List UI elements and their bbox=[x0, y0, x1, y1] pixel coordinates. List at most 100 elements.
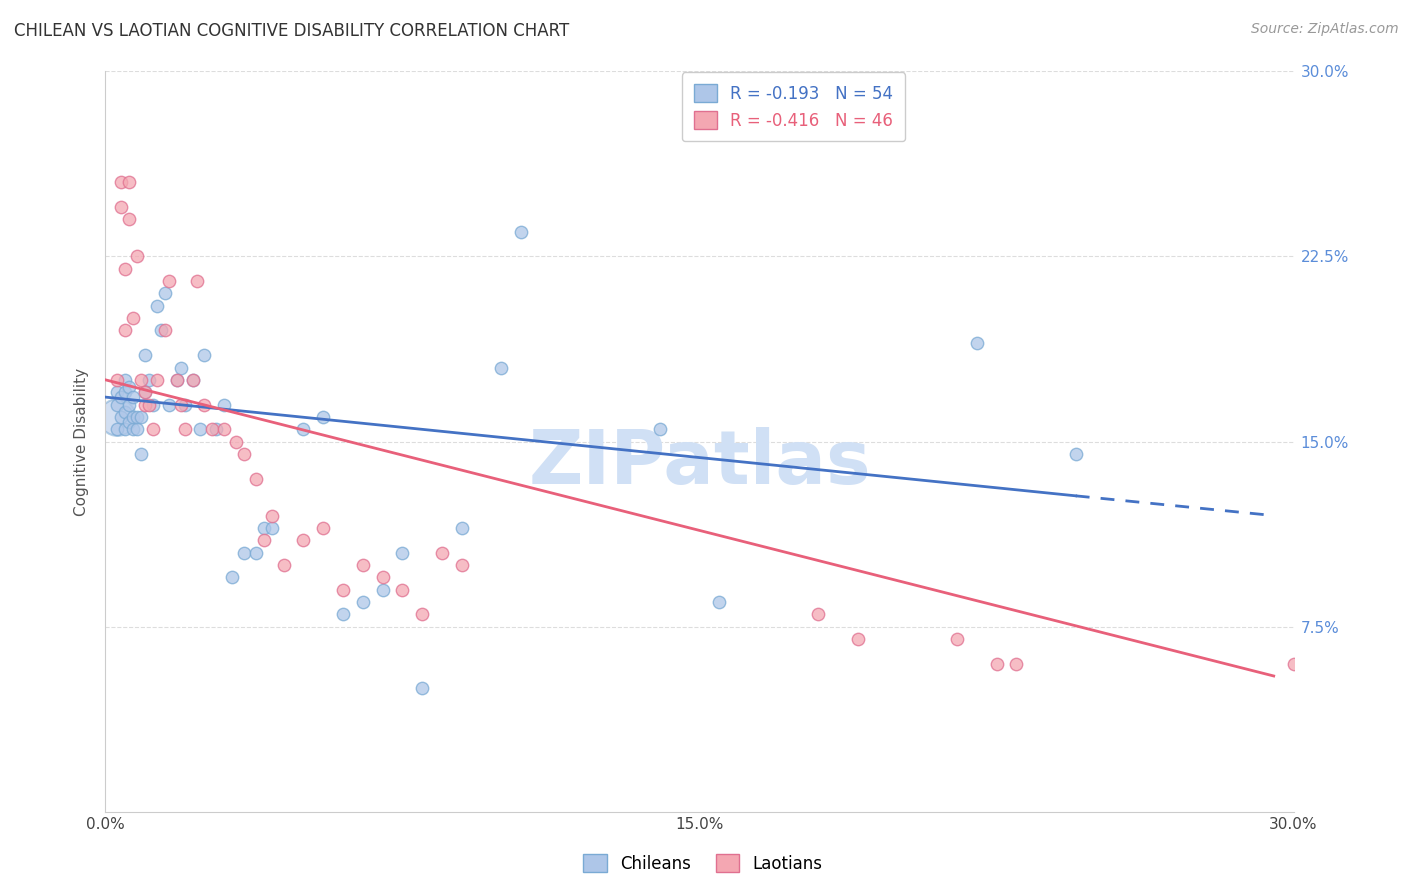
Point bbox=[110, 200, 132, 214]
Point bbox=[260, 521, 283, 535]
Point bbox=[332, 582, 354, 597]
Point bbox=[245, 546, 267, 560]
Point bbox=[411, 681, 433, 696]
Point bbox=[105, 409, 128, 424]
Point bbox=[142, 397, 165, 411]
Point bbox=[181, 373, 204, 387]
Point bbox=[173, 422, 195, 436]
Point bbox=[153, 324, 176, 338]
Point bbox=[332, 607, 354, 622]
Point bbox=[153, 286, 176, 301]
Point bbox=[127, 422, 149, 436]
Point bbox=[134, 397, 156, 411]
Point bbox=[233, 546, 256, 560]
Point bbox=[273, 558, 295, 572]
Point bbox=[709, 595, 731, 609]
Legend: Chileans, Laotians: Chileans, Laotians bbox=[576, 847, 830, 880]
Point bbox=[157, 274, 180, 288]
Legend: R = -0.193   N = 54, R = -0.416   N = 46: R = -0.193 N = 54, R = -0.416 N = 46 bbox=[682, 72, 905, 141]
Point bbox=[146, 299, 169, 313]
Point bbox=[312, 521, 335, 535]
Point bbox=[986, 657, 1008, 671]
Point bbox=[292, 422, 315, 436]
Point bbox=[312, 409, 335, 424]
Point bbox=[430, 546, 453, 560]
Point bbox=[186, 274, 208, 288]
Point bbox=[181, 373, 204, 387]
Point bbox=[292, 533, 315, 548]
Point bbox=[142, 422, 165, 436]
Point bbox=[1064, 447, 1087, 461]
Point bbox=[118, 212, 141, 227]
Point bbox=[510, 225, 533, 239]
Point bbox=[491, 360, 513, 375]
Point bbox=[260, 508, 283, 523]
Point bbox=[1005, 657, 1028, 671]
Point bbox=[648, 422, 671, 436]
Point bbox=[129, 373, 152, 387]
Point bbox=[127, 249, 149, 264]
Point bbox=[118, 380, 141, 394]
Point bbox=[221, 570, 243, 584]
Point bbox=[411, 607, 433, 622]
Text: CHILEAN VS LAOTIAN COGNITIVE DISABILITY CORRELATION CHART: CHILEAN VS LAOTIAN COGNITIVE DISABILITY … bbox=[14, 22, 569, 40]
Point bbox=[138, 397, 160, 411]
Point bbox=[807, 607, 830, 622]
Point bbox=[170, 397, 193, 411]
Point bbox=[122, 409, 145, 424]
Point bbox=[105, 373, 128, 387]
Point bbox=[129, 447, 152, 461]
Y-axis label: Cognitive Disability: Cognitive Disability bbox=[75, 368, 90, 516]
Point bbox=[170, 360, 193, 375]
Point bbox=[134, 385, 156, 400]
Text: Source: ZipAtlas.com: Source: ZipAtlas.com bbox=[1251, 22, 1399, 37]
Point bbox=[127, 409, 149, 424]
Point bbox=[450, 521, 472, 535]
Point bbox=[122, 422, 145, 436]
Point bbox=[105, 385, 128, 400]
Point bbox=[114, 373, 136, 387]
Point bbox=[253, 521, 276, 535]
Point bbox=[450, 558, 472, 572]
Point bbox=[146, 373, 169, 387]
Point bbox=[201, 422, 224, 436]
Point bbox=[391, 582, 413, 597]
Point bbox=[371, 570, 394, 584]
Point bbox=[110, 390, 132, 404]
Point bbox=[114, 405, 136, 419]
Point bbox=[118, 415, 141, 429]
Point bbox=[114, 261, 136, 276]
Point bbox=[225, 434, 247, 449]
Point bbox=[233, 447, 256, 461]
Point bbox=[122, 311, 145, 326]
Point bbox=[134, 348, 156, 362]
Point bbox=[253, 533, 276, 548]
Point bbox=[193, 348, 215, 362]
Point bbox=[214, 397, 236, 411]
Point bbox=[114, 422, 136, 436]
Point bbox=[166, 373, 188, 387]
Point bbox=[122, 390, 145, 404]
Point bbox=[166, 373, 188, 387]
Point bbox=[846, 632, 869, 646]
Point bbox=[214, 422, 236, 436]
Point bbox=[114, 385, 136, 400]
Point bbox=[134, 385, 156, 400]
Point bbox=[105, 397, 128, 411]
Point bbox=[946, 632, 969, 646]
Point bbox=[352, 595, 374, 609]
Point bbox=[193, 397, 215, 411]
Point bbox=[129, 409, 152, 424]
Point bbox=[205, 422, 228, 436]
Point bbox=[391, 546, 413, 560]
Point bbox=[114, 324, 136, 338]
Point bbox=[105, 422, 128, 436]
Point bbox=[173, 397, 195, 411]
Point bbox=[157, 397, 180, 411]
Point bbox=[245, 471, 267, 485]
Point bbox=[118, 397, 141, 411]
Point bbox=[110, 175, 132, 190]
Point bbox=[190, 422, 212, 436]
Point bbox=[371, 582, 394, 597]
Point bbox=[1282, 657, 1305, 671]
